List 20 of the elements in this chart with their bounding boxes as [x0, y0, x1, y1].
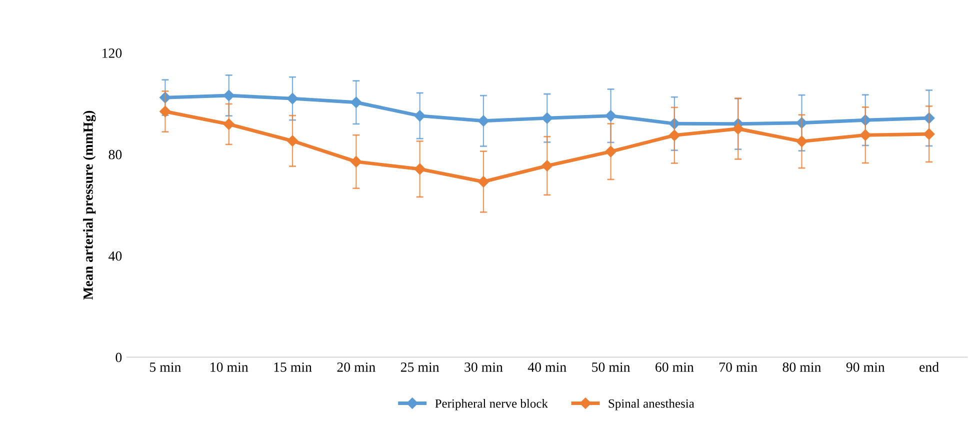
x-tick-label: 30 min: [464, 362, 503, 372]
x-tick-label: 60 min: [656, 362, 694, 372]
y-tick-label: 80: [108, 150, 122, 160]
y-tick-label: 0: [116, 352, 122, 362]
x-tick-label: 10 min: [210, 362, 248, 372]
y-tick-label: 120: [102, 48, 122, 58]
x-tick-label: 15 min: [274, 362, 312, 372]
x-tick-label: 90 min: [846, 362, 885, 372]
x-tick-label: 5 min: [150, 362, 182, 372]
y-axis-title: Mean arterial pressure (mmHg): [83, 110, 96, 300]
legend-label: Peripheral nerve block: [435, 398, 548, 410]
y-tick-label: 40: [108, 251, 122, 261]
x-tick-label: 40 min: [528, 362, 566, 372]
x-tick-label: 80 min: [782, 362, 822, 372]
x-tick-label: 50 min: [592, 362, 630, 372]
x-tick-label: 20 min: [337, 362, 376, 372]
x-tick-label: end: [920, 362, 939, 372]
legend-label: Spinal anesthesia: [608, 398, 694, 410]
x-tick-label: 25 min: [400, 362, 440, 372]
x-tick-label: 70 min: [720, 362, 758, 372]
